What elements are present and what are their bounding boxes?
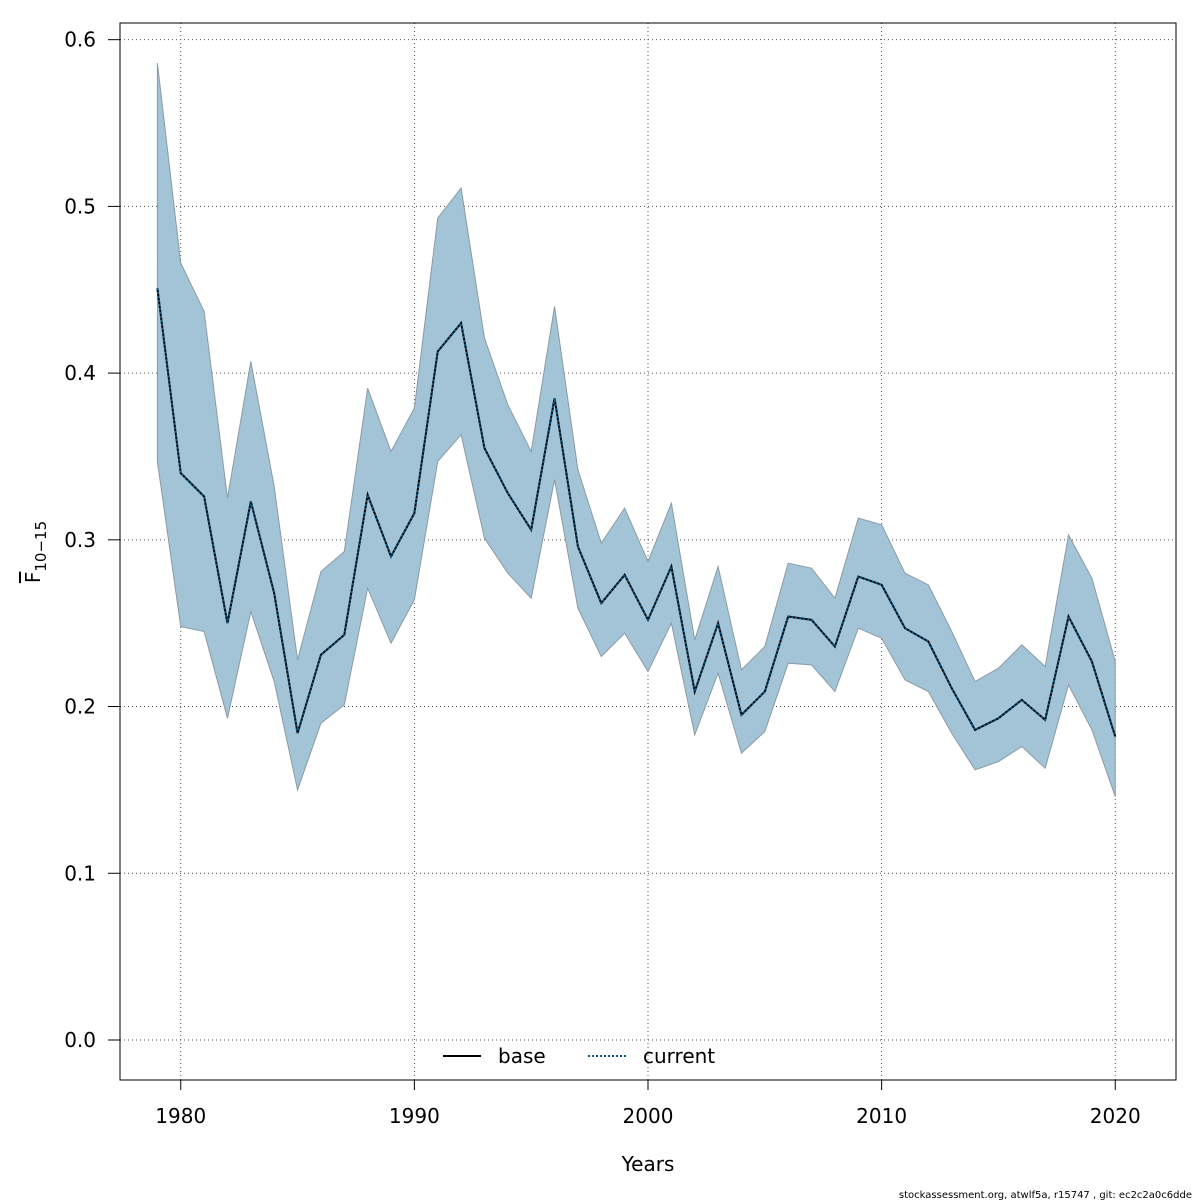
y-axis-label: F10−15 [21, 521, 50, 583]
x-tick-label: 2020 [1090, 1104, 1141, 1128]
x-axis: 1980 1990 2000 2010 2020 [155, 1080, 1141, 1128]
series-lines [156, 287, 1117, 737]
x-axis-label: Years [621, 1152, 675, 1176]
x-tick-label: 1990 [389, 1104, 440, 1128]
y-tick-label: 0.6 [64, 28, 96, 52]
x-tick-label: 1980 [155, 1104, 206, 1128]
footer-credit: stockassessment.org, atwlf5a, r15747 , g… [899, 1190, 1192, 1200]
y-tick-label: 0.1 [64, 861, 96, 885]
y-tick-label: 0.0 [64, 1028, 96, 1052]
svg-text:F10−15: F10−15 [21, 521, 50, 583]
y-tick-label: 0.4 [64, 361, 96, 385]
confidence-band-area [156, 62, 1116, 797]
y-axis-label-main: F [21, 572, 45, 584]
y-axis: 0.0 0.1 0.2 0.3 0.4 0.5 0.6 [64, 28, 120, 1052]
legend: base current [443, 1044, 715, 1068]
y-axis-label-subscript: 10−15 [32, 521, 50, 572]
series-line-current [156, 287, 1117, 737]
y-tick-label: 0.2 [64, 695, 96, 719]
confidence-band [156, 62, 1116, 797]
legend-label-base: base [498, 1044, 546, 1068]
y-tick-label: 0.5 [64, 194, 96, 218]
x-tick-label: 2010 [856, 1104, 907, 1128]
legend-label-current: current [643, 1044, 715, 1068]
x-tick-label: 2000 [623, 1104, 674, 1128]
y-tick-label: 0.3 [64, 528, 96, 552]
